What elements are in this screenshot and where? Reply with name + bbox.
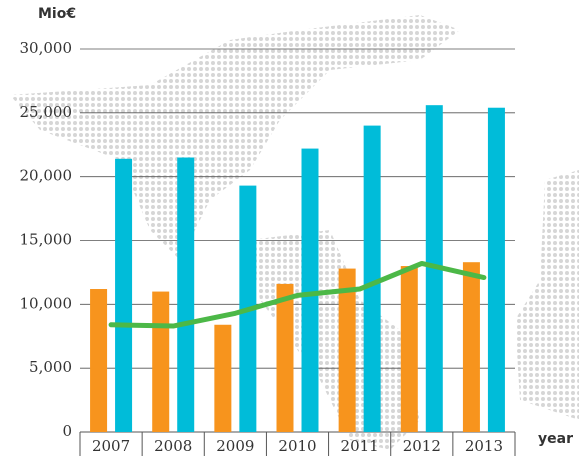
y-tick-label: 5,000 [29,358,72,376]
y-tick-label: 15,000 [20,231,73,249]
x-tick-label: 2013 [465,437,503,455]
y-tick-label: 25,000 [20,103,73,121]
bar [115,158,133,432]
x-tick-label: 2010 [278,437,316,455]
bar [177,157,195,432]
line [108,260,487,329]
y-tick-label: 30,000 [20,39,73,57]
bar [487,107,505,432]
x-tick-label: 2007 [92,437,130,455]
bar [338,268,356,432]
bar [301,148,319,432]
bar [90,289,108,432]
y-axis-label: Mio€ [38,6,76,22]
bar [400,266,418,432]
y-tick-label: 0 [62,422,72,440]
bar [152,291,170,432]
x-tick-label: 2011 [341,437,379,455]
y-tick-label: 20,000 [20,167,73,185]
x-tick-label: 2012 [403,437,441,455]
x-tick-label: 2009 [216,437,254,455]
x-axis-label: year [538,431,573,447]
bar [276,283,294,432]
bar [462,262,480,432]
y-tick-label: 10,000 [20,294,73,312]
bar [214,324,232,432]
x-tick-label: 2008 [154,437,192,455]
bar [363,125,381,432]
